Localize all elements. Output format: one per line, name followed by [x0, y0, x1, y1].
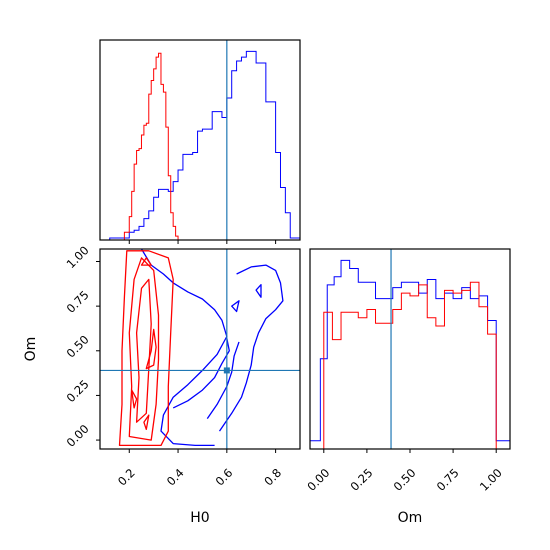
h0-hist-plot-area [100, 40, 300, 240]
om-histogram-panel: 0.00 0.25 0.50 0.75 1.00 Om [304, 248, 511, 526]
om-hist-xlabel: Om [398, 510, 423, 526]
contour-ytick-label: 0.50 [64, 332, 92, 360]
contour-red-level-6 [140, 257, 152, 266]
contour-frame [99, 248, 301, 450]
contour-red-level-2 [128, 257, 160, 441]
contour-xtick-label: 0.8 [261, 466, 284, 489]
contour-ytick-label: 0.25 [64, 377, 92, 405]
om-hist-xtick-label: 0.25 [347, 466, 375, 494]
contour-blue-level-4 [218, 264, 284, 432]
contour-red-level-3 [135, 278, 152, 423]
contour-ylabel: Om [23, 337, 39, 362]
contour-ytick-label: 0.75 [64, 288, 92, 316]
om-hist-frame [309, 248, 511, 450]
contour-blue-level-2 [172, 338, 230, 409]
contour-red-level-7 [143, 414, 150, 431]
contour-ytick-label: 1.00 [64, 243, 92, 271]
contour-plot-area [100, 249, 300, 449]
om-hist-series-blue-step [310, 259, 510, 449]
contour-blue-level-6 [255, 284, 262, 298]
contour-ytick-label: 0.00 [64, 422, 92, 450]
contour-xtick-label: 0.6 [213, 466, 236, 489]
truth-marker [223, 367, 230, 374]
contour-blue-level-5 [231, 300, 240, 313]
contour-red-level-4 [145, 328, 157, 370]
contour-red-level-1 [118, 250, 174, 447]
om-hist-series-red-step [323, 281, 497, 449]
contour-xlabel: H0 [190, 510, 209, 526]
h0-hist-series-blue-step [100, 50, 300, 240]
contour-blue-level-1 [140, 249, 228, 447]
contour-xtick-label: 0.4 [164, 466, 187, 489]
contour-xtick-label: 0.2 [115, 466, 138, 489]
h0-histogram-panel [99, 39, 301, 244]
om-hist-plot-area [310, 249, 510, 449]
h0-hist-frame [99, 39, 301, 241]
om-hist-xtick-label: 0.75 [434, 466, 462, 494]
om-hist-xtick-label: 0.50 [391, 466, 419, 494]
contour-blue-level-3 [206, 341, 240, 419]
om-hist-xtick-label: 0.00 [304, 466, 332, 494]
contour-red-level-5 [131, 389, 138, 409]
h0-hist-series-red-step [123, 52, 183, 240]
h0-om-contour-panel: 0.2 0.4 0.6 0.8 0.00 0.25 0.50 0.75 1.00 H0 Om [23, 243, 301, 526]
om-hist-xtick-label: 1.00 [477, 466, 505, 494]
